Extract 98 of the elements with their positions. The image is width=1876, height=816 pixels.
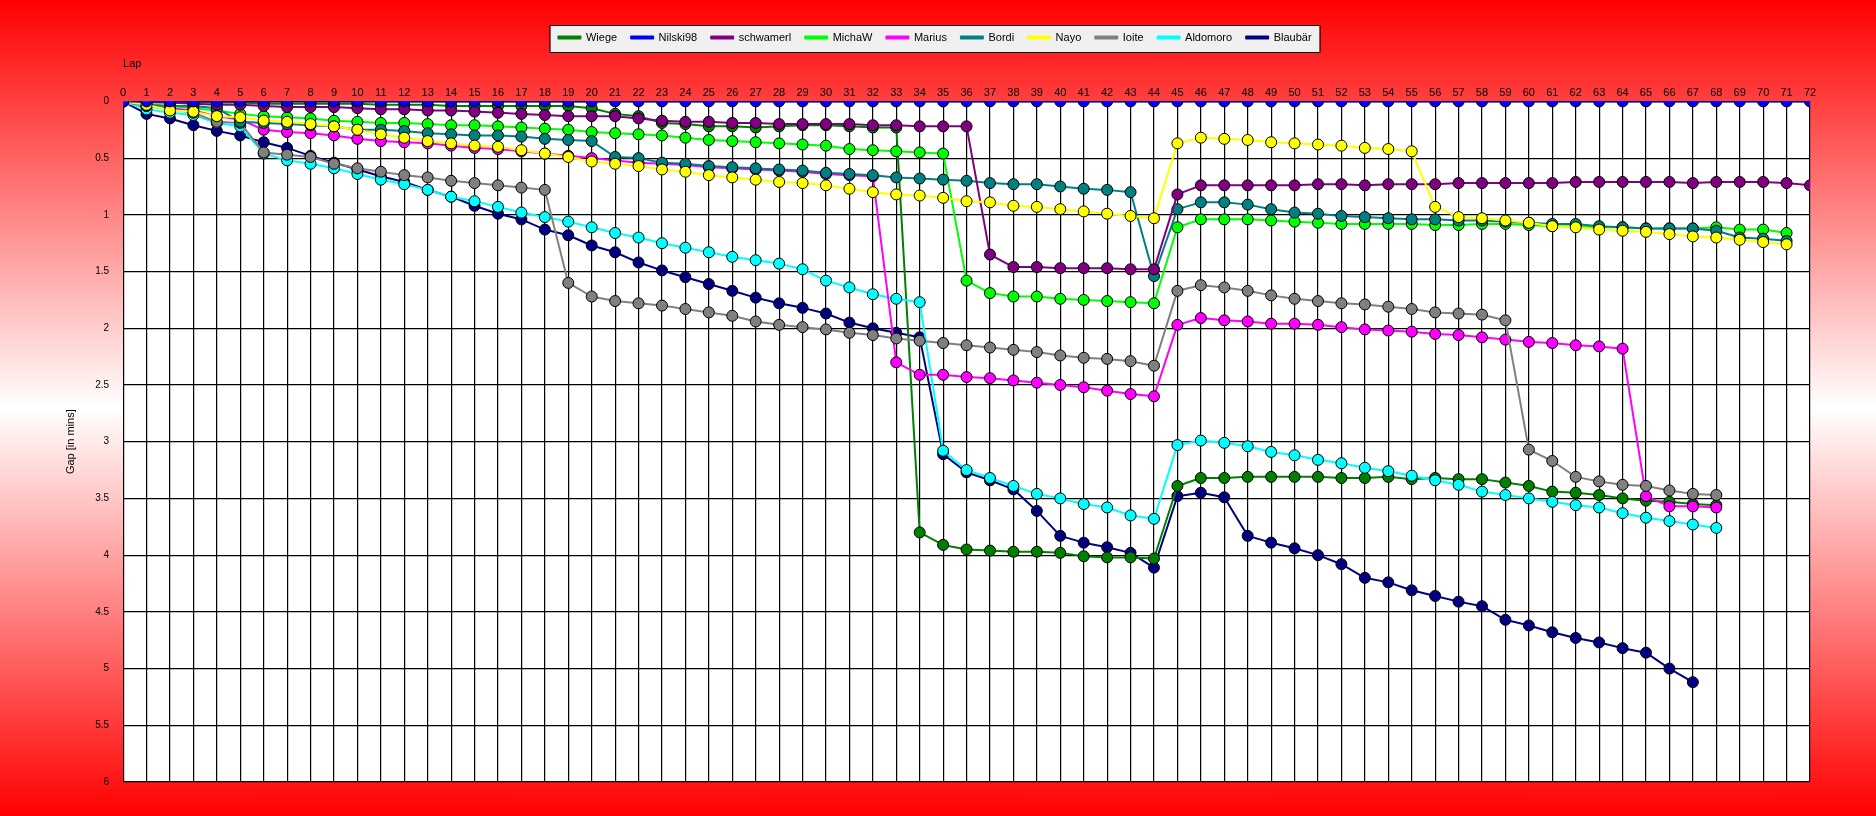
legend-label: MichaW	[832, 30, 874, 43]
y-tick-label: 6	[103, 775, 110, 787]
x-tick-label: 30	[819, 85, 833, 98]
x-tick-label: 68	[1710, 85, 1723, 98]
x-tick-label: 3	[190, 85, 197, 98]
x-tick-label: 29	[796, 85, 809, 98]
x-tick-label: 67	[1686, 85, 1699, 98]
x-tick-label: 1	[143, 85, 150, 98]
x-tick-label: 10	[351, 85, 364, 98]
x-tick-label: 43	[1124, 85, 1137, 98]
legend-label: Aldomoro	[1185, 30, 1233, 43]
x-tick-label: 66	[1663, 85, 1676, 98]
x-tick-label: 0	[120, 85, 127, 98]
legend-label: schwamerl	[738, 30, 792, 43]
x-tick-label: 71	[1780, 85, 1793, 98]
x-tick-label: 35	[937, 85, 950, 98]
x-tick-label: 12	[398, 85, 411, 98]
y-tick-label: 3.5	[95, 492, 110, 504]
x-tick-label: 26	[726, 85, 739, 98]
x-tick-label: 42	[1101, 85, 1114, 98]
x-tick-label: 54	[1382, 85, 1395, 98]
x-tick-label: 52	[1335, 85, 1348, 98]
x-tick-label: 15	[468, 85, 481, 98]
x-tick-label: 16	[491, 85, 505, 98]
x-tick-label: 21	[608, 85, 622, 98]
y-tick-label: 2	[103, 322, 110, 334]
x-tick-label: 31	[843, 85, 856, 98]
x-tick-label: 48	[1241, 85, 1254, 98]
x-tick-label: 28	[772, 85, 786, 98]
x-tick-label: 4	[213, 85, 220, 98]
x-tick-label: 33	[890, 85, 903, 98]
x-tick-label: 22	[632, 85, 645, 98]
x-tick-label: 64	[1616, 85, 1629, 98]
x-tick-label: 53	[1358, 85, 1371, 98]
x-tick-label: 50	[1288, 85, 1301, 98]
x-tick-label: 60	[1522, 85, 1535, 98]
x-tick-label: 59	[1499, 85, 1512, 98]
x-axis-title: Lap	[123, 56, 142, 69]
y-tick-label: 3	[103, 435, 110, 447]
y-axis-title: Gap [in mins]	[63, 409, 76, 475]
x-tick-label: 56	[1429, 85, 1442, 98]
x-tick-label: 8	[307, 85, 314, 98]
x-tick-label: 7	[284, 85, 291, 98]
x-tick-label: 46	[1194, 85, 1207, 98]
x-tick-label: 11	[375, 85, 387, 98]
x-tick-label: 49	[1265, 85, 1278, 98]
y-tick-label: 2.5	[95, 378, 110, 390]
x-tick-label: 63	[1593, 85, 1606, 98]
x-tick-label: 2	[166, 85, 174, 98]
x-tick-label: 44	[1147, 85, 1161, 98]
y-tick-label: 5.5	[95, 719, 110, 731]
y-tick-label: 1.5	[95, 265, 110, 277]
x-tick-label: 61	[1546, 85, 1559, 98]
legend-label: Blaubär	[1273, 30, 1312, 43]
y-tick-label: 1	[103, 208, 110, 220]
x-tick-label: 58	[1475, 85, 1489, 98]
y-tick-label: 4.5	[95, 605, 110, 617]
y-tick-label: 5	[103, 662, 110, 674]
x-tick-label: 57	[1452, 85, 1465, 98]
legend-label: Nayo	[1055, 30, 1082, 43]
x-tick-label: 72	[1803, 85, 1817, 98]
x-tick-label: 69	[1733, 85, 1746, 98]
x-tick-label: 18	[538, 85, 551, 98]
legend-label: Bordi	[988, 30, 1015, 43]
x-tick-label: 41	[1077, 85, 1090, 98]
x-tick-label: 17	[515, 85, 528, 98]
x-tick-label: 40	[1054, 85, 1067, 98]
x-tick-label: 20	[585, 85, 598, 98]
x-tick-label: 13	[421, 85, 434, 98]
x-tick-label: 19	[562, 85, 575, 98]
x-tick-label: 5	[237, 85, 244, 98]
x-tick-label: 51	[1311, 85, 1325, 98]
legend-label: Nilski98	[658, 30, 698, 43]
x-tick-label: 25	[702, 85, 715, 98]
x-tick-label: 37	[983, 85, 997, 98]
x-tick-label: 6	[260, 85, 267, 98]
x-tick-label: 32	[866, 85, 879, 98]
x-tick-label: 24	[679, 85, 692, 98]
x-tick-label: 65	[1639, 85, 1653, 98]
x-tick-label: 45	[1171, 85, 1184, 98]
x-tick-label: 34	[913, 85, 926, 98]
x-tick-label: 23	[655, 85, 669, 98]
x-tick-label: 62	[1569, 85, 1582, 98]
x-tick-label: 55	[1405, 85, 1418, 98]
legend-label: Marius	[913, 30, 948, 43]
legend-label: Ioite	[1122, 30, 1144, 43]
x-tick-label: 27	[749, 85, 762, 98]
x-tick-label: 47	[1218, 85, 1231, 98]
x-tick-label: 38	[1007, 85, 1020, 98]
x-tick-label: 36	[960, 85, 973, 98]
x-tick-label: 39	[1030, 85, 1043, 98]
y-tick-label: 4	[103, 548, 110, 560]
y-tick-label: 0	[103, 95, 110, 107]
y-tick-label: 0.5	[95, 151, 110, 163]
legend-label: Wiege	[585, 30, 618, 43]
x-tick-label: 9	[330, 85, 338, 98]
x-tick-label: 14	[444, 85, 458, 98]
x-tick-label: 70	[1757, 85, 1770, 98]
